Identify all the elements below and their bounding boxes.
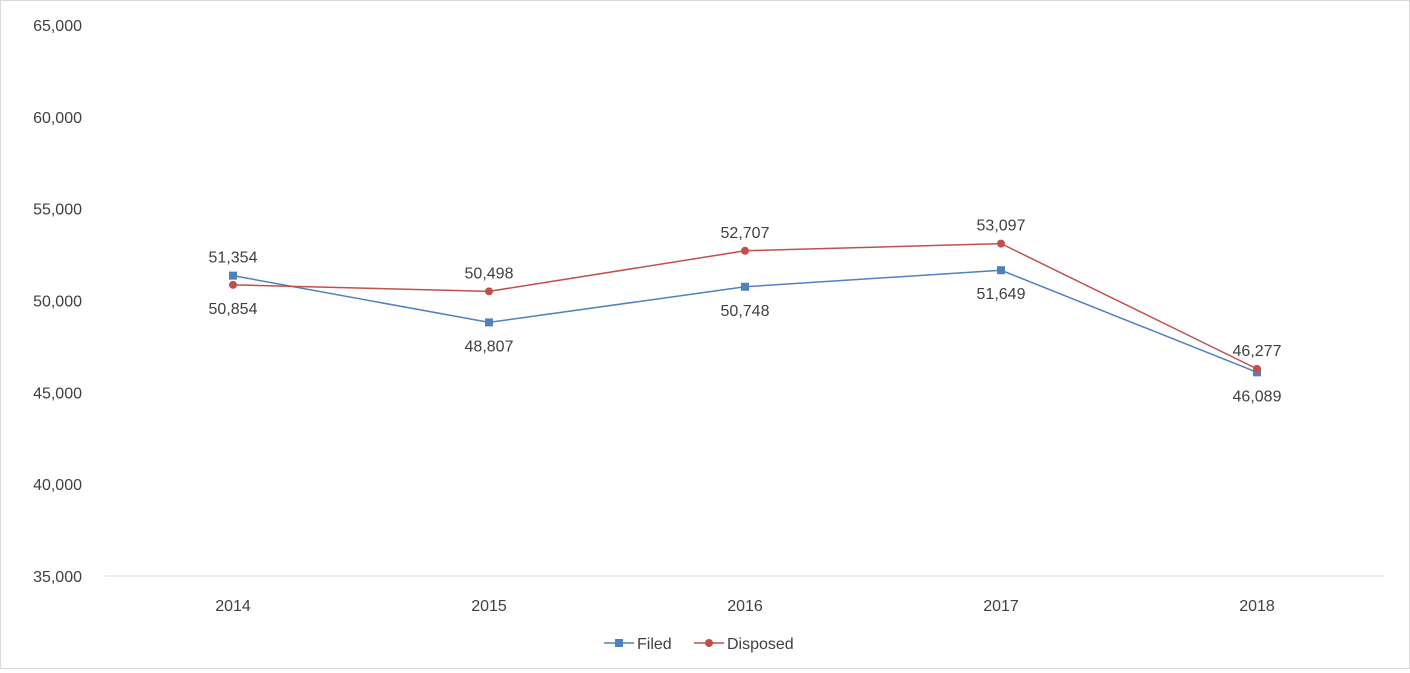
disposed-data-label: 50,854 [209,301,258,318]
x-tick-label: 2016 [727,598,763,615]
disposed-data-label: 46,277 [1233,343,1282,360]
y-tick-label: 40,000 [33,477,82,494]
filed-data-label: 48,807 [465,338,514,355]
x-axis-ticks: 2014 2015 2016 2017 2018 [215,598,1275,615]
y-tick-label: 60,000 [33,110,82,127]
disposed-marker [997,239,1005,248]
x-tick-label: 2014 [215,598,251,615]
x-tick-label: 2018 [1239,598,1275,615]
disposed-marker [741,246,749,255]
filed-marker [485,318,493,327]
y-axis-ticks: 35,000 40,000 45,000 50,000 55,000 60,000 65,0… [33,18,82,586]
filed-marker [229,271,237,280]
filed-data-label: 46,089 [1233,388,1282,405]
disposed-marker [229,280,237,289]
x-tick-label: 2017 [983,598,1019,615]
disposed-marker [485,287,493,296]
disposed-marker [1253,364,1261,373]
y-tick-label: 45,000 [33,385,82,402]
filed-legend-label: Filed [637,636,672,653]
filed-legend-marker [615,639,623,647]
y-tick-label: 55,000 [33,202,82,219]
legend: Filed Disposed [604,636,794,653]
disposed-data-label: 52,707 [721,225,770,242]
disposed-legend-marker [705,639,713,647]
filed-data-label: 50,748 [721,303,770,320]
filed-marker [741,282,749,291]
y-tick-label: 65,000 [33,18,82,35]
y-tick-label: 50,000 [33,294,82,311]
x-tick-label: 2015 [471,598,507,615]
series-markers [229,239,1261,377]
y-tick-label: 35,000 [33,569,82,586]
data-labels: 51,354 48,807 50,748 51,649 46,089 50,854 50,4… [209,218,1282,406]
filed-marker [997,266,1005,275]
filed-data-label: 51,649 [977,286,1026,303]
disposed-data-label: 53,097 [977,218,1026,235]
disposed-legend-label: Disposed [727,636,794,653]
disposed-data-label: 50,498 [465,265,514,282]
filed-data-label: 51,354 [209,250,258,267]
